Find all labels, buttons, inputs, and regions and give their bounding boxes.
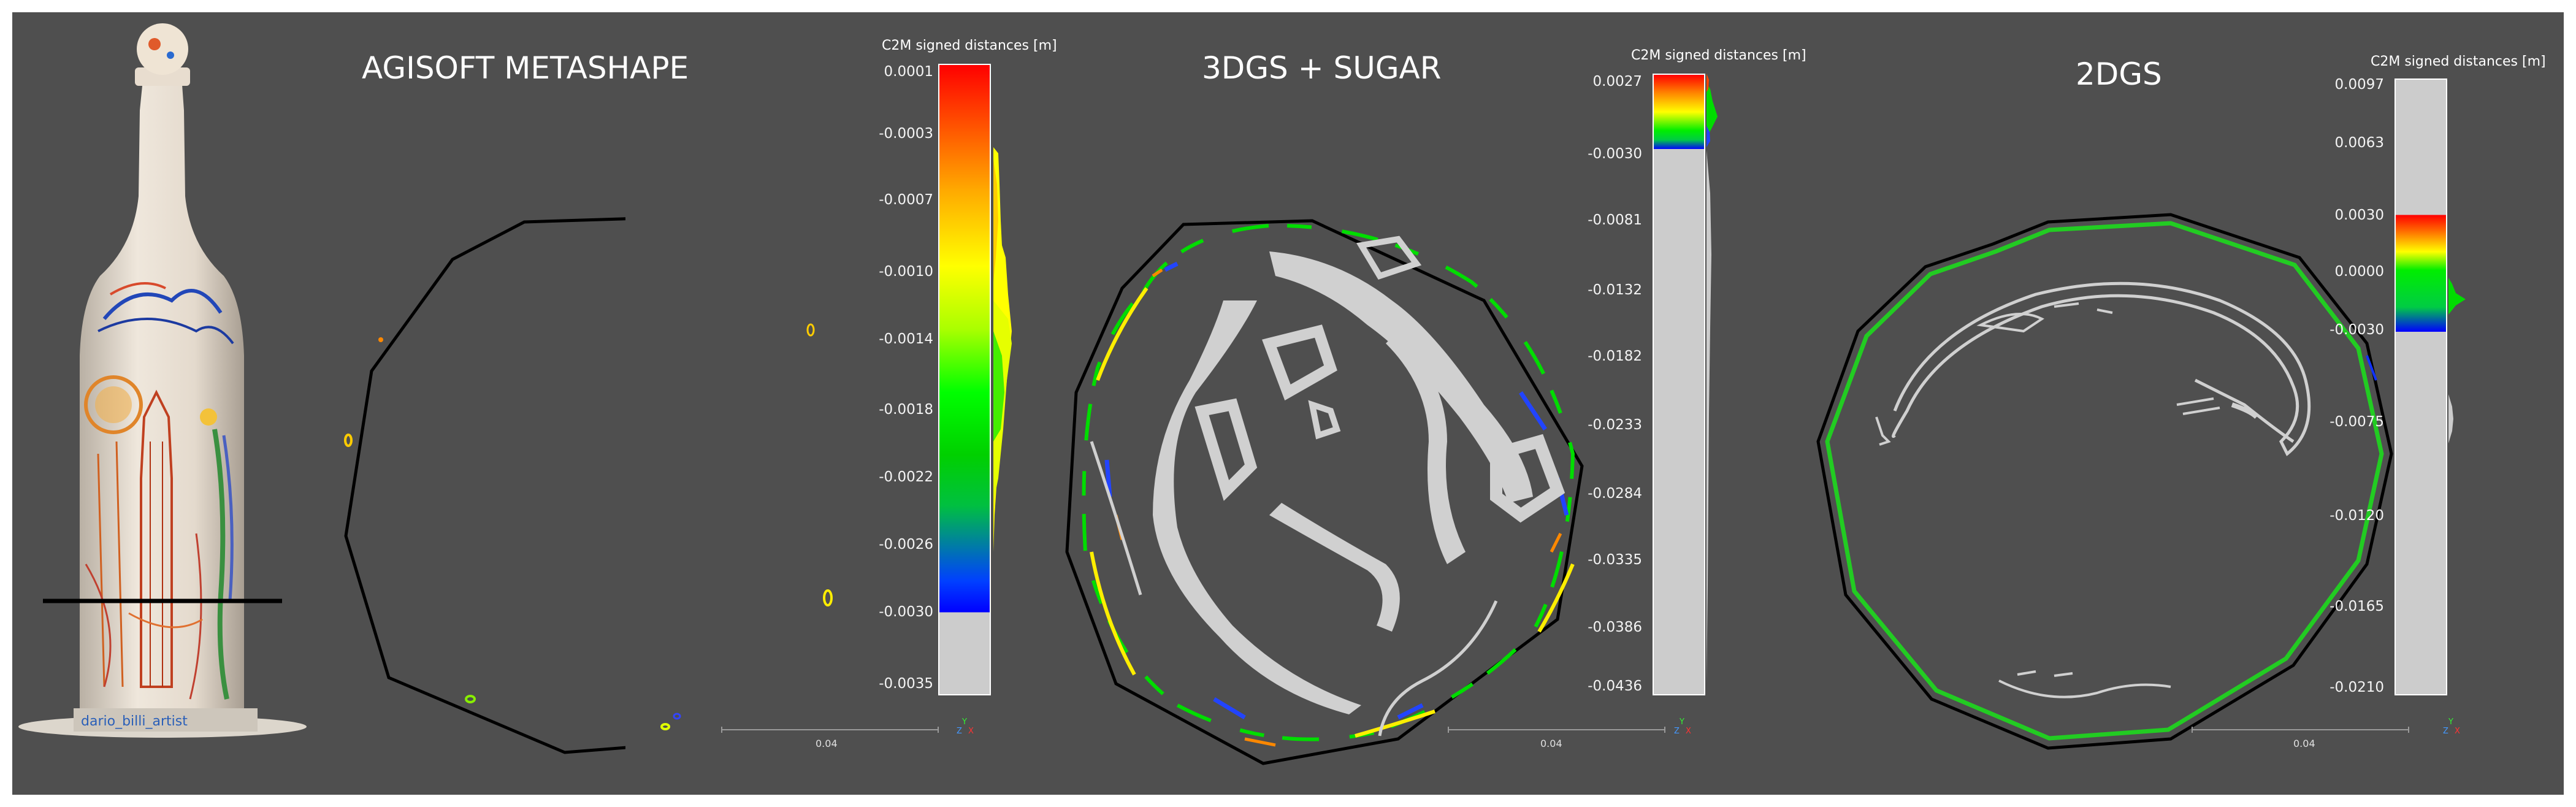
panel-1-tick-1: -0.0003 <box>879 126 933 142</box>
panel-1-tick-3: -0.0010 <box>879 264 933 280</box>
panel-3-histogram <box>2448 278 2466 443</box>
panel-1-axis-x: X <box>968 727 974 736</box>
panel-1-histogram <box>993 147 1012 552</box>
panel-1-scalebar-label: 0.04 <box>816 738 838 749</box>
bottle-label-text: dario_billi_artist <box>81 714 188 729</box>
panel-2-cross-section <box>1065 219 1584 765</box>
panel-2-scale-title: C2M signed distances [m] <box>1631 48 1806 63</box>
panel-1-axis-z: Z <box>957 727 962 736</box>
panel-3-title: 2DGS <box>2076 56 2162 92</box>
panel-1-artifacts <box>344 323 833 730</box>
panel-3-tick-4: -0.0030 <box>2329 322 2384 338</box>
panel-1-tick-9: -0.0035 <box>879 676 933 692</box>
panel-1-tick-2: -0.0007 <box>879 192 933 208</box>
panel-3-tick-0: 0.0097 <box>2334 77 2384 93</box>
panel-1-scale-title: C2M signed distances [m] <box>882 38 1057 53</box>
panel-3-tick-6: -0.0120 <box>2329 508 2384 524</box>
panel-1-tick-6: -0.0022 <box>879 469 933 485</box>
panel-2-tick-3: -0.0132 <box>1588 282 1642 298</box>
panel-1-cross-section <box>344 217 625 754</box>
panel-3-tick-2: 0.0030 <box>2334 207 2384 223</box>
panel-1-tick-4: -0.0014 <box>879 331 933 347</box>
panel-1-tick-0: 0.0001 <box>884 64 933 80</box>
panel-2-tick-6: -0.0284 <box>1588 486 1642 502</box>
panel-2-tick-5: -0.0233 <box>1588 417 1642 433</box>
panel-3-axis-z: Z <box>2443 727 2448 736</box>
panel-3-scalebar-label: 0.04 <box>2293 738 2315 749</box>
panel-2-axis-x: X <box>1686 727 1691 736</box>
panel-2-tick-2: -0.0081 <box>1588 212 1642 228</box>
panel-1-scalebar <box>721 727 939 733</box>
panel-1-title: AGISOFT METASHAPE <box>362 50 689 86</box>
panel-2-tick-4: -0.0182 <box>1588 348 1642 364</box>
panel-1-axis-y: Y <box>962 717 967 727</box>
panel-2-tick-0: 0.0027 <box>1592 74 1642 90</box>
panel-2-tick-7: -0.0335 <box>1588 552 1642 568</box>
panel-3-scale-title: C2M signed distances [m] <box>2371 54 2546 69</box>
panel-2-axis-y: Y <box>1680 717 1684 727</box>
panel-3-tick-5: -0.0075 <box>2329 414 2384 430</box>
panel-3-tick-7: -0.0165 <box>2329 599 2384 614</box>
panel-3-tick-3: 0.0000 <box>2334 264 2384 280</box>
panel-1-tick-5: -0.0018 <box>879 402 933 418</box>
panel-2-colorbar <box>1653 74 1705 695</box>
figure-canvas: dario_billi_artist AGISOFT METASHAPE C2M… <box>12 12 2564 795</box>
panel-1-colorbar <box>938 64 991 695</box>
panel-2-tick-9: -0.0436 <box>1588 678 1642 694</box>
panel-3-tick-1: 0.0063 <box>2334 135 2384 151</box>
panel-2-axis-z: Z <box>1674 727 1680 736</box>
panel-3-cross-section <box>1816 213 2393 750</box>
panel-2-scalebar-label: 0.04 <box>1540 738 1562 749</box>
panel-2-title: 3DGS + SUGAR <box>1202 50 1442 86</box>
panel-1-tick-7: -0.0026 <box>879 537 933 553</box>
panel-3-axis-x: X <box>2455 727 2460 736</box>
panel-2-histogram <box>1707 74 1718 684</box>
bottle-image: dario_billi_artist <box>18 23 307 738</box>
panel-3-axis-y: Y <box>2448 717 2453 727</box>
panel-1-tick-8: -0.0030 <box>879 604 933 620</box>
panel-2-scalebar <box>1448 727 1665 733</box>
panel-3-scalebar <box>2192 727 2409 733</box>
panel-2-tick-8: -0.0386 <box>1588 619 1642 635</box>
panel-2-tick-1: -0.0030 <box>1588 146 1642 162</box>
panel-3-colorbar <box>2394 78 2447 695</box>
panel-3-tick-8: -0.0210 <box>2329 679 2384 695</box>
